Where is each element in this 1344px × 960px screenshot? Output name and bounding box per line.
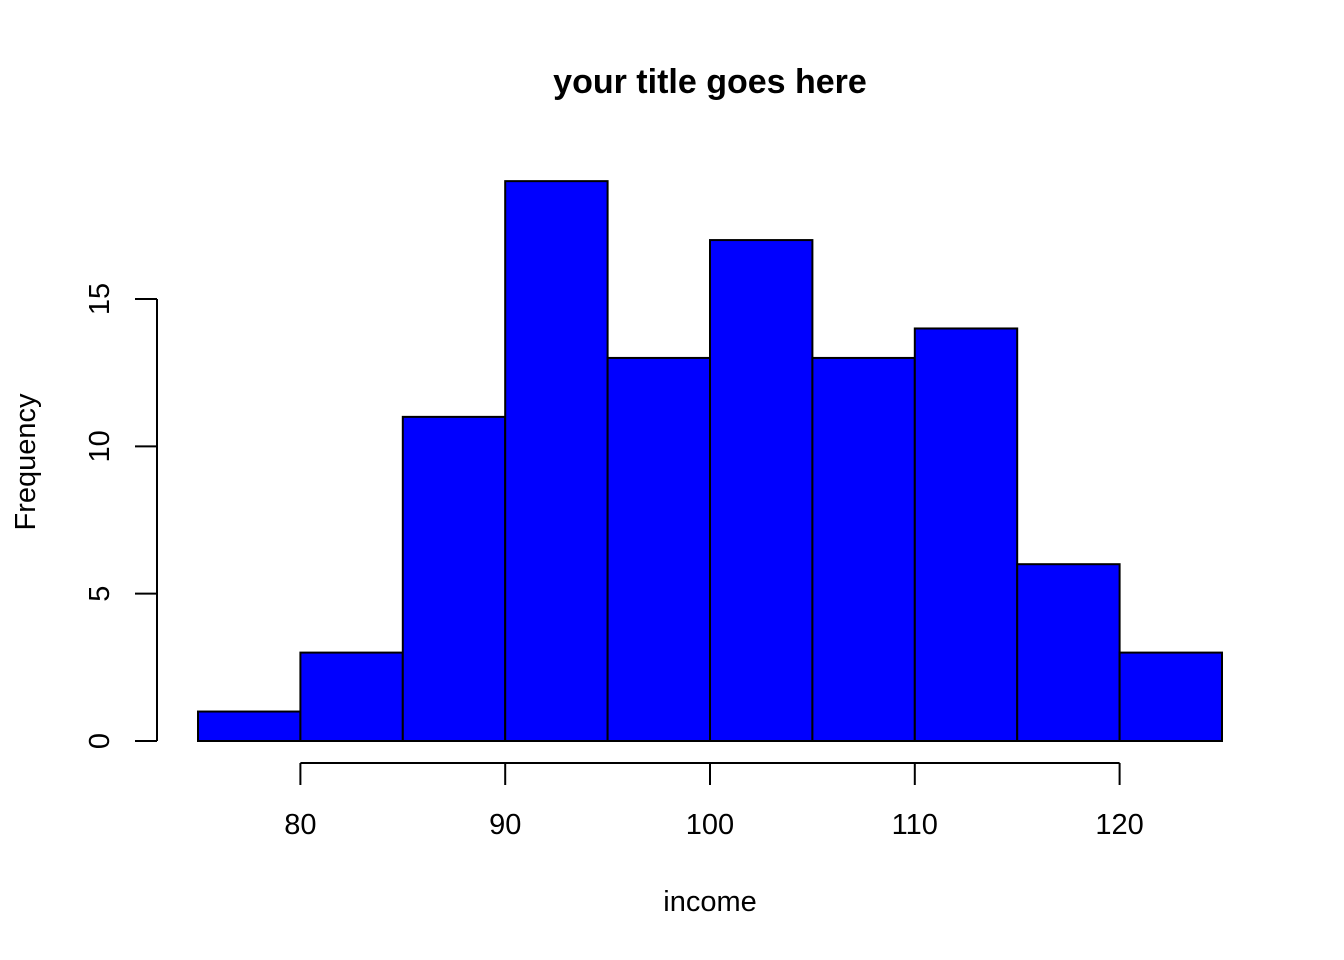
histogram-bar-95-100 bbox=[606, 356, 711, 742]
x-tick-label-90: 90 bbox=[489, 809, 521, 841]
histogram-bar-110-115 bbox=[913, 327, 1019, 742]
histogram-bar-75-80 bbox=[197, 710, 302, 742]
x-tick-label-100: 100 bbox=[686, 809, 734, 841]
histogram-bar-120-125 bbox=[1118, 651, 1223, 742]
histogram-bar-115-120 bbox=[1016, 563, 1121, 743]
y-tick-label-0: 0 bbox=[84, 733, 116, 749]
y-tick-label-5: 5 bbox=[84, 586, 116, 602]
histogram-bar-80-85 bbox=[299, 651, 404, 742]
x-tick-label-120: 120 bbox=[1095, 809, 1143, 841]
x-tick-label-110: 110 bbox=[892, 809, 938, 841]
y-tick-label-15: 15 bbox=[84, 283, 116, 315]
x-tick-label-80: 80 bbox=[284, 809, 316, 841]
histogram-bar-85-90 bbox=[401, 415, 507, 742]
x-axis: 80 90 100 110 120 bbox=[284, 762, 1144, 841]
histogram-bar-100-105 bbox=[709, 239, 814, 742]
x-axis-label: income bbox=[663, 886, 757, 918]
y-tick-label-10: 10 bbox=[84, 430, 116, 462]
y-axis-label: Frequency bbox=[10, 393, 42, 531]
histogram-bar-105-110 bbox=[811, 356, 916, 742]
y-axis: 0 5 10 15 bbox=[84, 283, 158, 749]
bars-group bbox=[197, 180, 1223, 743]
chart-title: your title goes here bbox=[553, 63, 867, 101]
histogram-bar-90-95 bbox=[504, 180, 609, 742]
